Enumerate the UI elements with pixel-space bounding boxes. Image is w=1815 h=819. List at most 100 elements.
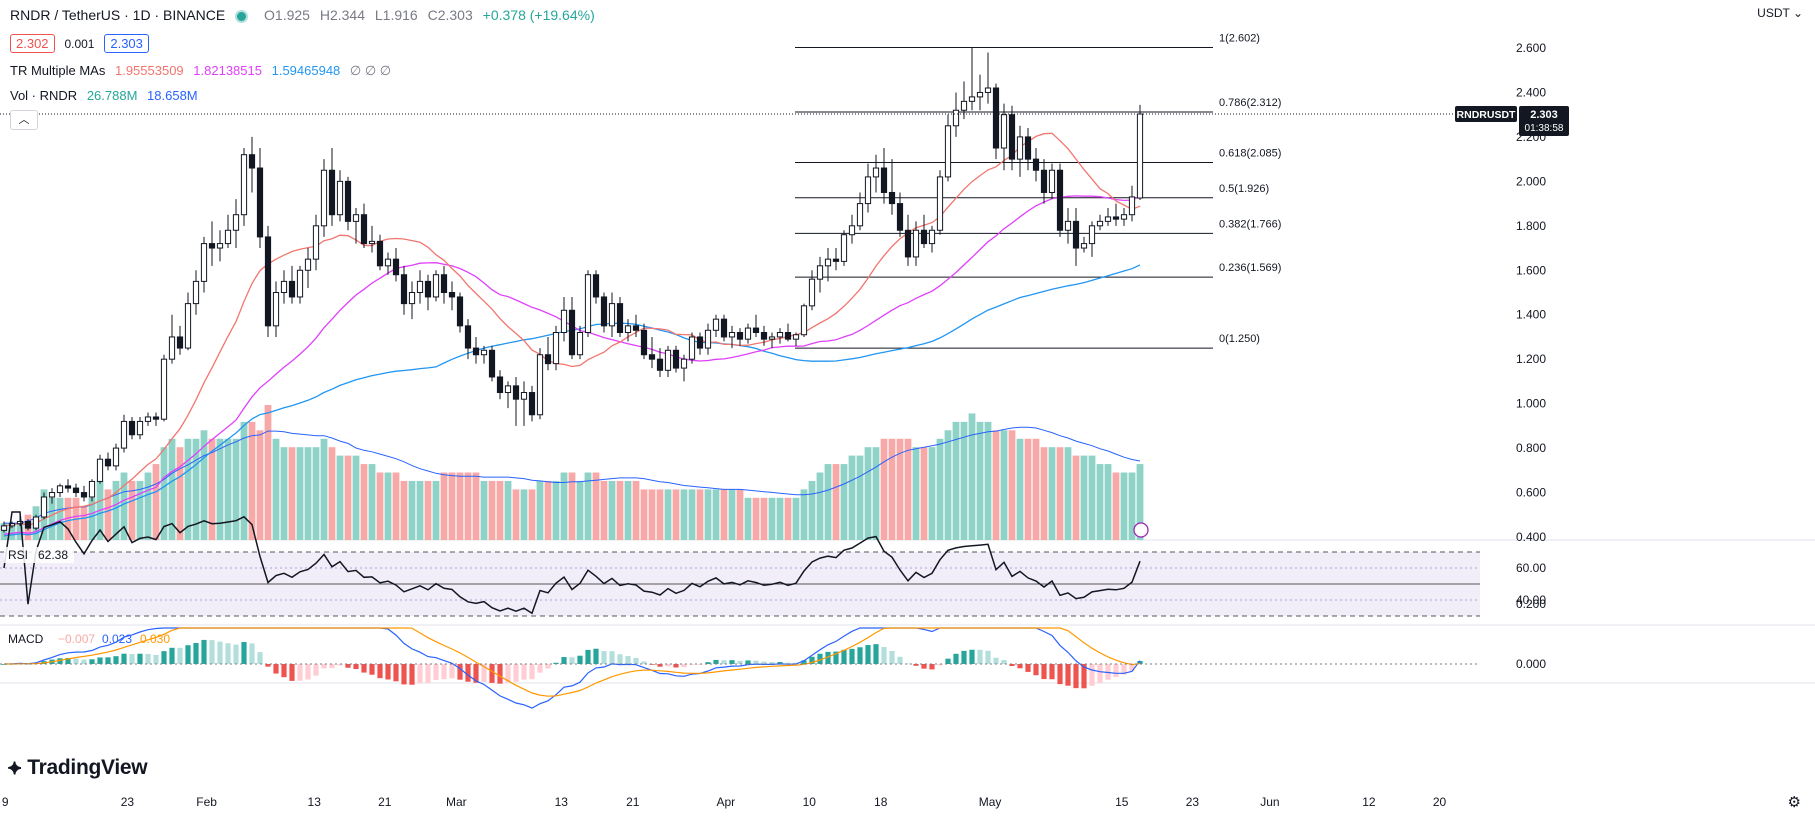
ma-indicator-label[interactable]: TR Multiple MAs xyxy=(10,63,106,78)
candle-body xyxy=(920,229,928,245)
fib-level-label: 0.618(2.085) xyxy=(1219,147,1281,159)
candle-body xyxy=(80,492,88,498)
candle-body xyxy=(288,280,296,298)
macd-histogram-bar xyxy=(1105,664,1111,680)
candle-body xyxy=(312,225,320,260)
volume-bar xyxy=(608,480,616,540)
candle-body xyxy=(168,336,176,360)
macd-histogram-bar xyxy=(209,640,215,664)
macd-histogram-bar xyxy=(593,648,599,664)
fib-level-label: 0.5(1.926) xyxy=(1219,183,1269,195)
candle-body xyxy=(768,336,776,340)
macd-histogram-bar xyxy=(993,657,999,664)
collapse-legend-button[interactable]: ︿ xyxy=(10,110,38,130)
candle-body xyxy=(440,274,448,293)
candle-body xyxy=(800,305,808,336)
candle-body xyxy=(40,496,48,518)
candle-body xyxy=(552,332,560,365)
volume-bar xyxy=(144,472,152,540)
macd-histogram-bar xyxy=(1113,664,1119,678)
volume-bar xyxy=(840,464,848,540)
volume-bar xyxy=(752,497,760,540)
macd-histogram-bar xyxy=(577,655,583,664)
time-axis-label: 13 xyxy=(555,795,569,809)
volume-bar xyxy=(680,489,688,540)
fib-level-label: 1(2.602) xyxy=(1219,33,1260,45)
ma-legend: TR Multiple MAs 1.95553509 1.82138515 1.… xyxy=(10,63,397,79)
volume-bar xyxy=(440,472,448,540)
volume-bar xyxy=(1088,455,1096,540)
candle-body xyxy=(1120,214,1128,220)
macd-histogram-bar xyxy=(529,664,535,680)
candle-body xyxy=(280,280,288,293)
volume-bar xyxy=(792,497,800,540)
candle-body xyxy=(1016,136,1024,160)
macd-value: 0.023 xyxy=(102,632,132,646)
fib-level-label: 0.236(1.569) xyxy=(1219,262,1281,274)
tradingview-logo[interactable]: ⯌ TradingView xyxy=(8,756,148,780)
candle-body xyxy=(688,336,696,360)
volume-bar xyxy=(400,480,408,540)
lightning-icon xyxy=(1133,522,1149,538)
candle-body xyxy=(56,485,64,494)
macd-histogram-bar xyxy=(201,639,207,664)
time-axis-label: 23 xyxy=(121,795,135,809)
volume-bar xyxy=(208,438,216,540)
candle-body xyxy=(752,327,760,334)
macd-histogram-bar xyxy=(513,664,519,682)
time-axis-label: Jun xyxy=(1260,795,1279,809)
candle-body xyxy=(272,292,280,327)
volume-bar xyxy=(648,489,656,540)
gear-icon[interactable]: ⚙ xyxy=(1787,794,1801,811)
volume-bar xyxy=(832,464,840,540)
ohlc-change: +0.378 (+19.64%) xyxy=(482,7,595,23)
volume-bar xyxy=(952,421,960,540)
vol-indicator-label[interactable]: Vol · RNDR xyxy=(10,88,78,103)
volume-bar xyxy=(360,464,368,540)
candle-body xyxy=(0,525,8,531)
candle-body xyxy=(864,176,872,205)
candle-body xyxy=(416,280,424,293)
candle-body xyxy=(216,243,224,249)
volume-bar xyxy=(920,447,928,540)
candle-body xyxy=(968,96,976,102)
rsi-axis-label: 40.00 xyxy=(1516,593,1546,607)
macd-histogram-bar xyxy=(945,658,951,664)
macd-histogram-bar xyxy=(1009,664,1015,667)
symbol-title[interactable]: RNDR / TetherUS · 1D · BINANCE xyxy=(10,7,226,23)
macd-histogram-bar xyxy=(313,664,319,676)
macd-signal-line xyxy=(4,627,1141,697)
volume-bar xyxy=(976,421,984,540)
volume-bar xyxy=(600,480,608,540)
candle-body xyxy=(112,447,120,467)
candle-body xyxy=(640,329,648,356)
candle-body xyxy=(888,191,896,205)
volume-bar xyxy=(656,489,664,540)
ask-button[interactable]: 2.303 xyxy=(104,34,149,53)
volume-bar xyxy=(1080,455,1088,540)
bid-button[interactable]: 2.302 xyxy=(10,34,55,53)
ma-value-2: 1.82138515 xyxy=(193,63,262,78)
macd-histogram-bar xyxy=(953,653,959,664)
market-status-icon xyxy=(235,9,249,23)
currency-selector[interactable]: USDT ⌄ xyxy=(1757,6,1803,20)
candle-body xyxy=(152,416,160,420)
macd-histogram-bar xyxy=(241,642,247,664)
time-axis-label: 10 xyxy=(803,795,817,809)
candle-body xyxy=(456,296,464,327)
candle-body xyxy=(856,203,864,227)
macd-histogram-bar xyxy=(897,656,903,664)
price-tag-countdown: 01:38:58 xyxy=(1525,123,1564,134)
volume-bar xyxy=(88,497,96,540)
macd-histogram-bar xyxy=(873,644,879,664)
macd-histogram-bar xyxy=(393,664,399,682)
candle-body xyxy=(488,349,496,378)
macd-histogram-bar xyxy=(657,664,663,667)
candle-body xyxy=(616,303,624,334)
candle-body xyxy=(744,327,752,340)
candle-body xyxy=(952,109,960,127)
macd-histogram-bar xyxy=(409,664,415,685)
volume-bar xyxy=(632,480,640,540)
macd-histogram-bar xyxy=(985,650,991,664)
